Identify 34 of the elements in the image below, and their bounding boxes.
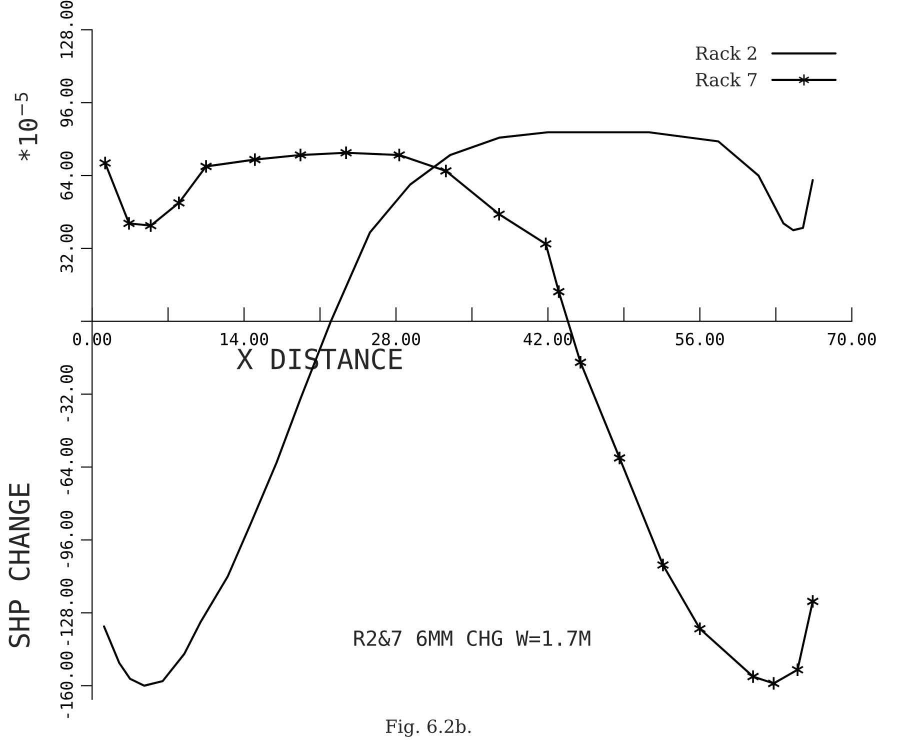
point	[656, 558, 670, 572]
point	[172, 196, 186, 210]
caption: Fig. 6.2b.	[386, 719, 471, 737]
legend-label: Rack 7	[696, 72, 757, 86]
point	[200, 159, 212, 174]
point	[248, 152, 262, 167]
point	[122, 216, 136, 231]
x-tick-label: 28.00	[372, 332, 420, 346]
point	[440, 164, 452, 178]
point	[746, 669, 760, 684]
x-tick-label: 70.00	[828, 332, 876, 346]
y-axis-title: SHP CHANGE	[8, 484, 30, 648]
x-tick-label: 14.00	[220, 332, 268, 346]
point	[294, 148, 307, 162]
annotation: R2&7 6MM CHG W=1.7M	[354, 630, 590, 646]
y-tick-label: -128.00	[60, 578, 73, 646]
text: *10$^{−5}$	[14, 92, 38, 160]
y-tick-label: -64.00	[60, 438, 73, 494]
x-tick-label: 42.00	[524, 332, 572, 346]
point	[98, 156, 112, 170]
y-tick-label: 32.00	[60, 224, 73, 272]
point	[694, 622, 706, 636]
y-tick-label: 96.00	[60, 78, 73, 127]
y-tick-label: 128.00	[60, 0, 73, 58]
y-tick-label: 64.00	[60, 152, 73, 200]
legend-label: Rack 2	[696, 46, 756, 60]
point	[492, 207, 506, 222]
y-tick-label: -160.00	[60, 652, 73, 718]
y-tick-label: -32.00	[60, 365, 73, 422]
point	[340, 146, 352, 160]
point	[574, 355, 587, 370]
y-tick-label: -96.00	[60, 510, 73, 568]
point	[613, 450, 626, 466]
x-tick-label: 56.00	[676, 332, 724, 346]
